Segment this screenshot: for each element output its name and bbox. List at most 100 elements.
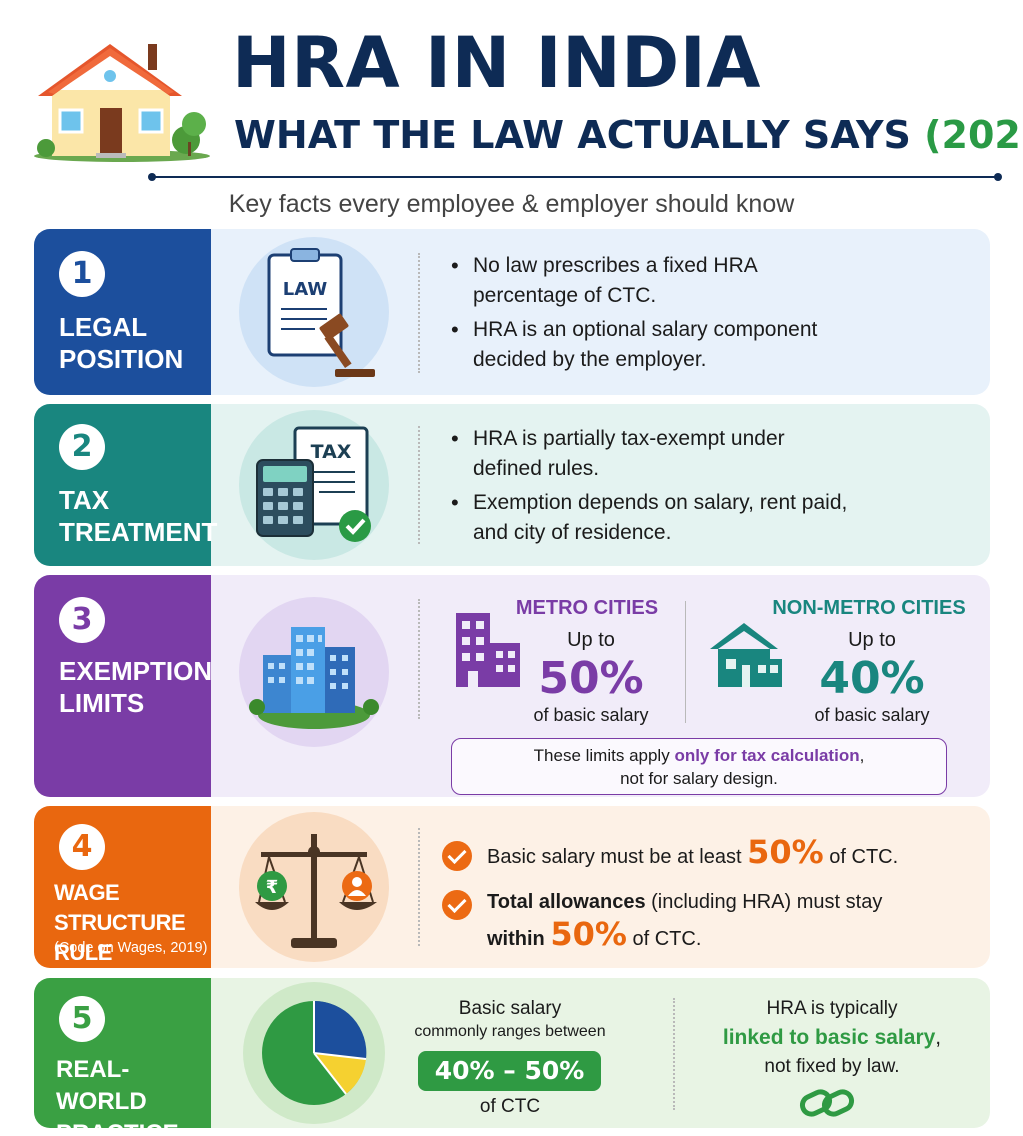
tagline: Key facts every employee & employer shou… [228,190,795,218]
section-body: TAX • HRA is partially tax-exempt under de… [211,404,990,566]
section-number: 4 [59,824,105,870]
metro-building-icon [456,613,520,687]
section-label: EXEMPTION LIMITS [59,655,212,719]
section-body: ₹ Basic salary must be at least 50% of C… [211,806,990,968]
non-metro-upto: Up to [848,629,896,651]
metro-upto: Up to [567,629,615,651]
section-number: 1 [59,251,105,297]
header-divider [148,173,1002,181]
rule-value: 50% [550,915,627,953]
exemption-note: These limits apply only for tax calculat… [451,738,947,795]
metro-percentage: 50% [538,653,644,704]
title-year: (2025) [924,113,1023,157]
section-label-note: (Code on Wages, 2019) [54,940,208,956]
section-label-line2: RULE [54,940,112,965]
section-tab: 1 LEGAL POSITION [34,229,211,395]
non-metro-house-icon [710,623,782,687]
law-icon-text: LAW [283,279,328,300]
section-body: LAW • No law prescribes a fixed HRA percen… [211,229,990,395]
section-label-line2: TREATMENT [59,517,218,547]
check-icon [442,890,472,920]
divider [673,998,675,1110]
section-label-line1: TAX [59,485,110,515]
section-number: 3 [59,597,105,643]
section-number: 5 [59,996,105,1042]
page-title: HRA IN INDIA [232,22,761,104]
section-tab: 5 REAL-WORLD PRACTICE [34,978,211,1128]
section-body: METRO CITIES Up to 50% of basic salary N… [211,575,990,797]
bullet-line: decided by the employer. [473,348,707,371]
hra-linked: linked to basic salary, [687,1026,977,1050]
hra-text: not fixed by law. [764,1056,900,1077]
tax-calculator-icon: TAX [239,410,389,560]
bullet-line: percentage of CTC. [473,284,657,307]
rule-text: of CTC. [823,846,899,868]
note-text: , [859,746,865,765]
hra-highlight: linked to basic salary [722,1026,936,1049]
section-label-line1: WAGE STRUCTURE [54,880,186,935]
note-text: These limits apply [533,746,675,765]
section-label: LEGAL POSITION [59,311,183,375]
svg-text:₹: ₹ [266,877,279,898]
rule-basic-salary: Basic salary must be at least 50% of CTC… [487,836,898,873]
bullet-line: Exemption depends on salary, rent paid, [473,491,848,514]
bullet-item: • HRA is an optional salary component deci… [451,315,818,375]
section-tab: 4 WAGE STRUCTURE RULE (Code on Wages, 201… [34,806,211,968]
rule-bold: Total allowances [487,891,646,913]
section-label-line1: LEGAL [59,312,148,342]
bullet-line: HRA is an optional salary component [473,318,818,341]
rule-text: (including HRA) must stay [645,891,883,913]
rule-text: of CTC. [626,928,702,950]
non-metro-percentage: 40% [819,653,925,704]
divider [418,253,420,373]
bullet-item: • HRA is partially tax-exempt under define… [451,424,785,484]
section-label: TAX TREATMENT [59,484,217,548]
metro-divider [685,601,686,723]
divider [418,828,420,946]
page-subtitle-law: WHAT THE LAW ACTUALLY SAYS (2025) [234,116,1023,154]
bullet-item: • Exemption depends on salary, rent paid,… [451,488,848,548]
section-tab: 2 TAX TREATMENT [34,404,217,566]
bullet-line: No law prescribes a fixed HRA [473,254,758,277]
section-label-line2: POSITION [59,344,184,374]
practice-text: commonly ranges between [414,1023,606,1040]
rule-text: Basic salary must be at least [487,846,748,868]
section-real-world-practice: 5 REAL-WORLD PRACTICE Basic salary common… [34,978,990,1128]
section-label-line1: EXEMPTION [59,656,213,686]
balance-scale-icon: ₹ [239,812,389,962]
city-buildings-icon [239,597,389,747]
section-tax-treatment: 2 TAX TREATMENT TAX • HRA is [34,404,990,566]
hra-text: HRA is typically [766,998,898,1019]
bullet-line: and city of residence. [473,521,672,544]
section-exemption-limits: 3 EXEMPTION LIMITS [34,575,990,797]
note-highlight: only for tax calculation [674,746,860,765]
section-number: 2 [59,424,105,470]
chain-link-icon [799,1089,855,1117]
section-wage-structure: 4 WAGE STRUCTURE RULE (Code on Wages, 201… [34,806,990,968]
section-label: WAGE STRUCTURE RULE [54,878,211,968]
hra-text: , [935,1026,942,1049]
title-line2-text: WHAT THE LAW ACTUALLY SAYS [234,113,911,157]
non-metro-basis: of basic salary [814,705,930,725]
law-document-gavel-icon: LAW [239,237,389,387]
section-label-line2: PRACTICE [56,1118,211,1128]
check-icon [442,841,472,871]
house-icon [34,44,210,162]
note-line2: not for salary design. [620,769,778,788]
section-label-line2: LIMITS [59,688,145,718]
section-body: Basic salary commonly ranges between 40%… [211,978,990,1128]
metro-heading: METRO CITIES [515,597,659,619]
non-metro-heading: NON-METRO CITIES [772,597,966,619]
section-tab: 3 EXEMPTION LIMITS [34,575,212,797]
range-pill: 40% – 50% [418,1051,601,1091]
section-legal-position: 1 LEGAL POSITION LAW • No law prescribes a… [34,229,990,395]
practice-text: Basic salary [458,998,562,1019]
metro-basis: of basic salary [533,705,649,725]
bullet-item: • No law prescribes a fixed HRA percentage… [451,251,758,311]
divider [418,599,420,719]
section-label-line1: REAL-WORLD [56,1056,147,1115]
tax-icon-text: TAX [311,441,352,463]
divider [418,426,420,544]
pie-chart-icon [243,982,385,1124]
bullet-line: defined rules. [473,457,600,480]
